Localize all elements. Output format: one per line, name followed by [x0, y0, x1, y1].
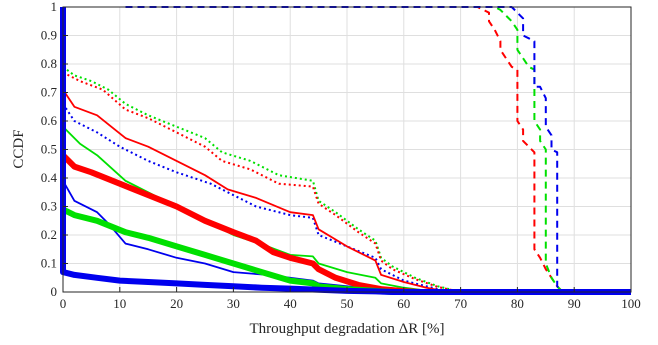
y-tick-label: 0.7 [41, 85, 58, 100]
green-dotted-line [62, 66, 631, 293]
x-tick-label: 10 [113, 296, 126, 311]
x-tick-label: 100 [621, 296, 641, 311]
y-tick-label: 0.3 [41, 199, 57, 214]
x-tick-label: 60 [397, 296, 410, 311]
y-tick-label: 0.2 [41, 227, 57, 242]
tick-labels: 0 10 20 30 40 50 60 70 80 90 100 0 0.1 0.2 0.3 0.4 0.5 0.… [41, 0, 641, 311]
y-axis-label: CCDF [11, 129, 27, 168]
y-tick-label: 0 [51, 284, 58, 299]
x-tick-label: 90 [568, 296, 581, 311]
x-tick-label: 50 [341, 296, 354, 311]
y-tick-label: 0.1 [41, 256, 57, 271]
y-tick-label: 0.5 [41, 142, 57, 157]
x-axis-label: Throughput degradation ΔR [%] [249, 321, 444, 337]
red-dotted-line [62, 71, 631, 293]
blue-solid-thick-line [60, 7, 631, 295]
x-tick-label: 40 [284, 296, 297, 311]
red-solid-line [62, 89, 631, 293]
y-tick-label: 1 [51, 0, 58, 14]
red-dashed-line [125, 6, 631, 293]
y-tick-label: 0.9 [41, 28, 57, 43]
x-tick-label: 30 [227, 296, 240, 311]
y-tick-label: 0.8 [41, 56, 57, 71]
x-tick-label: 80 [511, 296, 524, 311]
x-tick-label: 70 [454, 296, 467, 311]
x-tick-label: 20 [170, 296, 183, 311]
y-tick-label: 0.4 [41, 170, 58, 185]
x-tick-label: 0 [60, 296, 67, 311]
y-tick-label: 0.6 [41, 113, 58, 128]
